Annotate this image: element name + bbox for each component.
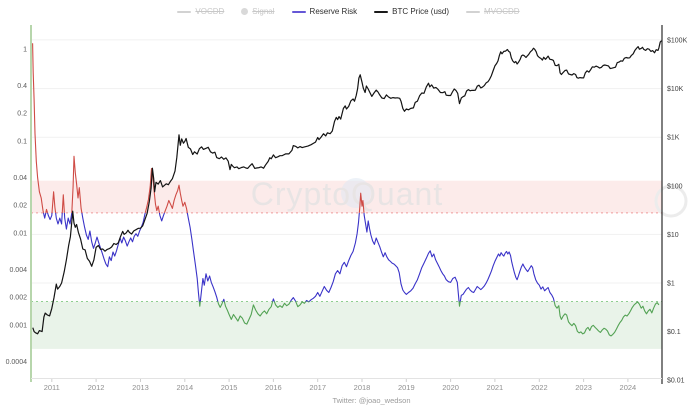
left-tick-label: 0.002 [9, 295, 27, 302]
legend-item-mvocdd[interactable]: MVOCDD [466, 7, 520, 16]
x-tick-label: 2023 [575, 383, 592, 392]
x-tick-label: 2015 [221, 383, 238, 392]
right-tick-label: $100 [667, 183, 683, 190]
right-tick-label: $10 [667, 232, 679, 239]
x-tick-label: 2019 [398, 383, 415, 392]
x-tick-label: 2016 [265, 383, 282, 392]
watermark: CryptoQuant [251, 176, 688, 218]
left-tick-label: 0.004 [9, 267, 27, 274]
left-tick-label: 0.0004 [6, 359, 28, 366]
legend-item-signal[interactable]: Signal [241, 7, 275, 16]
x-tick-label: 2024 [620, 383, 637, 392]
right-axis: $100K $10K $1K $100 $10 $1 $0.1 $0.01 [667, 37, 688, 384]
right-tick-label: $0.1 [667, 329, 681, 336]
reserve-risk-line [42, 212, 638, 302]
legend-circle-icon [241, 8, 249, 15]
legend-line-icon [374, 10, 389, 13]
legend-line-icon [466, 10, 481, 13]
watermark-ring-icon [654, 184, 688, 218]
right-tick-label: $0.01 [667, 378, 685, 385]
left-tick-label: 0.01 [13, 230, 27, 237]
legend-line-icon [177, 10, 192, 13]
legend-item-btc-price-usd[interactable]: BTC Price (usd) [374, 7, 449, 16]
legend-item-label: VOCDD [195, 7, 225, 16]
legend-item-label: BTC Price (usd) [392, 7, 450, 16]
x-axis: 2011 2012 2013 2014 2015 2016 2017 2018 2019 2020… [44, 379, 637, 392]
legend-item-label: Signal [252, 7, 275, 16]
plot-area[interactable] [31, 25, 662, 378]
left-tick-label: 0.1 [17, 138, 27, 145]
right-tick-label: $100K [667, 37, 688, 44]
right-tick-label: $1 [667, 281, 675, 288]
legend-item-label: Reserve Risk [309, 7, 358, 16]
legend-line-icon [291, 10, 306, 13]
x-tick-label: 2021 [487, 383, 504, 392]
watermark-text: CryptoQuant [251, 176, 443, 212]
watermark-logo-icon [341, 178, 371, 208]
footer-credit: Twitter: @joao_wedson [332, 396, 411, 405]
legend-item-label: MVOCDD [484, 7, 520, 16]
buy-zone [31, 301, 662, 349]
x-tick-label: 2014 [176, 383, 193, 392]
x-tick-label: 2017 [309, 383, 326, 392]
x-tick-label: 2022 [531, 383, 548, 392]
x-tick-label: 2020 [442, 383, 459, 392]
btc-price-line [32, 40, 663, 335]
right-tick-label: $1K [667, 135, 680, 142]
left-tick-label: 0.04 [13, 175, 27, 182]
x-tick-label: 2013 [132, 383, 149, 392]
x-tick-label: 2011 [44, 383, 60, 392]
left-tick-label: 0.4 [17, 83, 27, 90]
reserve-risk-line-buy [198, 301, 660, 337]
left-tick-label: 0.02 [13, 203, 27, 210]
left-axis: 1 0.4 0.2 0.1 0.04 0.02 0.01 0.004 0.002 0.001 0.0… [6, 46, 28, 366]
chart-legend: VOCDD Signal Reserve Risk BTC Price (usd) MV… [0, 7, 697, 16]
x-tick-label: 2018 [354, 383, 371, 392]
left-tick-label: 1 [23, 46, 27, 53]
right-tick-label: $10K [667, 86, 684, 93]
legend-item-vocdd[interactable]: VOCDD [177, 7, 224, 16]
left-tick-label: 0.001 [9, 322, 27, 329]
left-tick-label: 0.2 [17, 111, 27, 118]
legend-item-reserve-risk[interactable]: Reserve Risk [291, 7, 358, 16]
x-tick-label: 2012 [88, 383, 105, 392]
